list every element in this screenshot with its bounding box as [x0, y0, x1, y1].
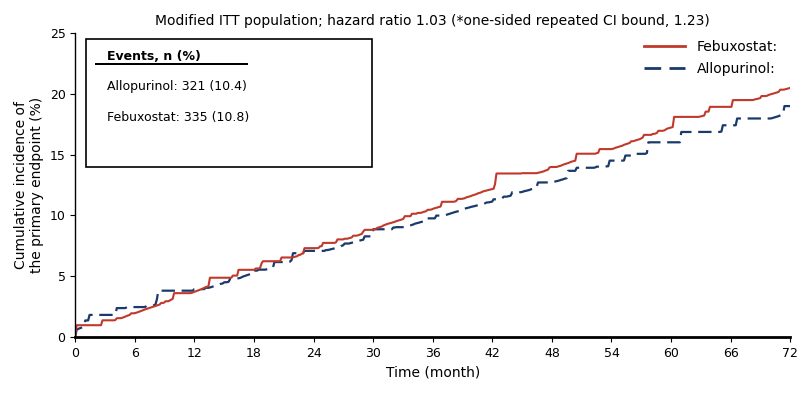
Text: Febuxostat: 335 (10.8): Febuxostat: 335 (10.8): [107, 111, 249, 124]
Legend: Febuxostat:, Allopurinol:: Febuxostat:, Allopurinol:: [637, 34, 783, 81]
Title: Modified ITT population; hazard ratio 1.03 (*one-sided repeated CI bound, 1.23): Modified ITT population; hazard ratio 1.…: [155, 14, 709, 28]
Text: Events, n (%): Events, n (%): [107, 50, 201, 63]
FancyBboxPatch shape: [94, 62, 248, 65]
Text: Allopurinol: 321 (10.4): Allopurinol: 321 (10.4): [107, 80, 247, 93]
Y-axis label: Cumulative incidence of
the primary endpoint (%): Cumulative incidence of the primary endp…: [14, 97, 44, 273]
X-axis label: Time (month): Time (month): [385, 365, 479, 379]
FancyBboxPatch shape: [86, 39, 371, 167]
